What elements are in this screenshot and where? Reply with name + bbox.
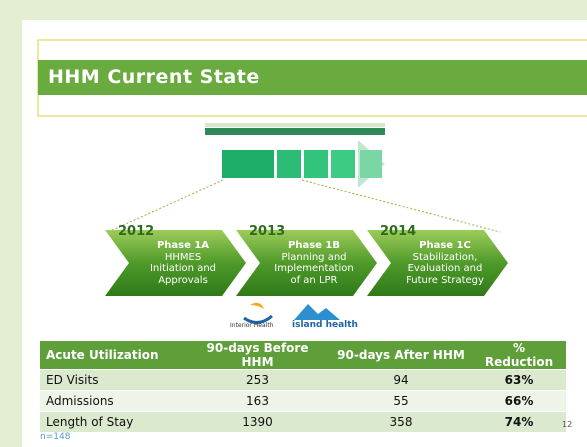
- table-cell: 63%: [472, 369, 566, 391]
- phase-name: Phase 1B: [288, 240, 340, 251]
- phase-line: Implementation: [274, 263, 354, 274]
- phase-line: of an LPR: [290, 274, 338, 286]
- phase-line: Future Strategy: [406, 274, 484, 286]
- table-cell: 253: [185, 369, 330, 391]
- header-cell: 90-days Before HHM: [185, 341, 330, 370]
- chevron: [105, 230, 246, 296]
- phase-text: Phase 1B Planning and Implementation of an …: [259, 240, 369, 286]
- header-cell: Acute Utilization: [40, 341, 185, 370]
- phase-line: HHMES: [164, 251, 202, 263]
- logo-text: Interior Health: [230, 322, 274, 329]
- title-bar: [38, 60, 587, 95]
- table-cell: 74%: [472, 411, 566, 433]
- logo-text: island health: [292, 320, 358, 330]
- table-row: Admissions 163 55 66%: [40, 390, 566, 412]
- table-row: ED Visits 253 94 63%: [40, 369, 566, 391]
- phase-year: 2012: [118, 224, 155, 239]
- header-cell: % Reduction: [472, 341, 566, 370]
- logo-mark: [243, 302, 340, 324]
- slide-title: HHM Current State: [48, 66, 260, 88]
- phase-name: Phase 1C: [419, 240, 471, 251]
- phase-line: Evaluation and: [407, 263, 483, 274]
- phase-line: Initiation and: [149, 263, 217, 274]
- chevron: [236, 230, 377, 296]
- table-cell: 358: [330, 411, 472, 433]
- phase-name: Phase 1A: [156, 240, 210, 251]
- table-row: Length of Stay 1390 358 74%: [40, 411, 566, 433]
- phase-year: 2013: [249, 224, 286, 239]
- table-cell: 66%: [472, 390, 566, 412]
- phase-line: Stabilization,: [412, 251, 478, 263]
- table-cell: 55: [330, 390, 472, 412]
- data-table: Acute Utilization 90-days Before HHM 90-da…: [40, 341, 566, 433]
- phase-text: Phase 1C Stabilization, Evaluation and Futu…: [390, 240, 500, 286]
- phase-line: Planning and: [281, 251, 347, 263]
- header-cell: 90-days After HHM: [330, 341, 472, 370]
- phase-year: 2014: [380, 224, 417, 239]
- chevron: [367, 230, 508, 296]
- page-number: 12: [562, 420, 573, 429]
- phase-text: Phase 1A HHMES Initiation and Approvals: [128, 240, 238, 286]
- phase-line: Approvals: [158, 274, 208, 286]
- table-cell: 163: [185, 390, 330, 412]
- table-cell: 1390: [185, 411, 330, 433]
- connector: [107, 179, 224, 233]
- footnote: n=148: [40, 432, 71, 442]
- table-cell: Length of Stay: [40, 411, 185, 433]
- table-cell: Admissions: [40, 390, 185, 412]
- timeline-image: [205, 123, 385, 188]
- table-cell: 94: [330, 369, 472, 391]
- table-cell: ED Visits: [40, 369, 185, 391]
